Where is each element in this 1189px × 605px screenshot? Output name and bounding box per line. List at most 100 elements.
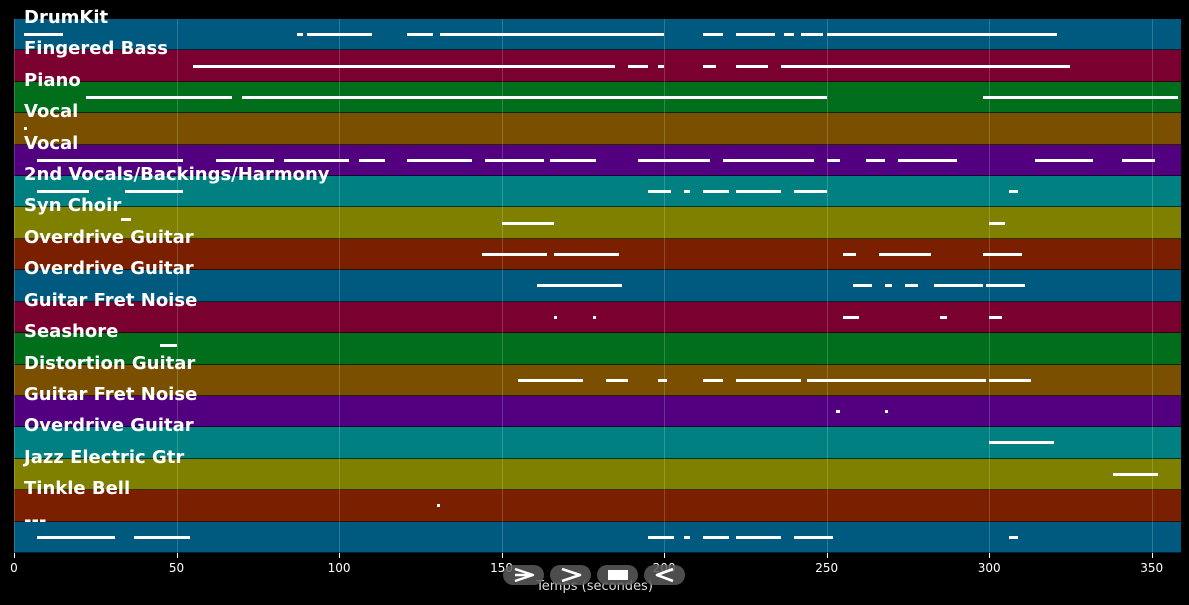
track-row xyxy=(14,81,1181,114)
note-segment xyxy=(989,221,1006,225)
note-segment xyxy=(537,284,557,288)
note-segment xyxy=(358,158,385,162)
note-segment xyxy=(550,158,596,162)
track-label: Guitar Fret Noise xyxy=(24,383,198,405)
note-segment xyxy=(794,535,834,539)
note-segment xyxy=(794,190,827,194)
note-segment xyxy=(735,378,801,382)
note-segment xyxy=(482,253,548,256)
x-tick-label: 250 xyxy=(815,561,839,575)
stop-icon xyxy=(607,570,628,580)
note-segment xyxy=(1122,158,1155,162)
note-segment xyxy=(722,158,814,162)
note-segment xyxy=(781,64,912,68)
note-segment xyxy=(36,190,89,194)
note-segment xyxy=(735,33,775,37)
note-segment xyxy=(826,33,1022,37)
rewind-button[interactable] xyxy=(644,565,685,585)
x-tick-label: 100 xyxy=(327,561,351,575)
note-segment xyxy=(1008,535,1019,539)
note-segment xyxy=(134,535,190,539)
track-row xyxy=(14,50,1181,82)
note-segment xyxy=(657,33,665,37)
x-tick-label: 300 xyxy=(977,561,1001,575)
track-label: Tinkle Bell xyxy=(24,478,131,500)
play-icon xyxy=(561,568,581,582)
note-segment xyxy=(407,158,473,162)
note-segment xyxy=(989,378,1032,382)
note-segment xyxy=(933,284,983,288)
note-segment xyxy=(911,64,1055,68)
track-label: Guitar Fret Noise xyxy=(24,289,198,311)
note-segment xyxy=(387,64,437,68)
note-segment xyxy=(904,284,918,288)
playback-controls xyxy=(503,565,685,587)
stop-button[interactable] xyxy=(597,565,638,585)
grid-line xyxy=(14,19,15,553)
note-segment xyxy=(638,158,710,162)
track-row xyxy=(14,395,1181,428)
track-label: Overdrive Guitar xyxy=(24,258,194,280)
track-label: Overdrive Guitar xyxy=(24,415,194,437)
track-row xyxy=(14,238,1181,271)
note-segment xyxy=(124,190,184,194)
play-button[interactable] xyxy=(550,565,591,585)
track-label: Vocal xyxy=(24,132,79,154)
note-segment xyxy=(982,253,1022,256)
note-segment xyxy=(703,64,717,68)
note-segment xyxy=(1037,64,1071,68)
play-from-start-button[interactable] xyxy=(503,565,544,585)
note-segment xyxy=(407,33,434,37)
note-segment xyxy=(501,95,730,99)
grid-line xyxy=(501,19,503,553)
note-segment xyxy=(647,535,674,539)
note-segment xyxy=(85,95,232,99)
grid-line xyxy=(826,19,828,553)
note-segment xyxy=(439,33,661,37)
grid-line xyxy=(1151,19,1153,553)
track-label: Seashore xyxy=(24,321,119,343)
grid-line xyxy=(339,19,341,553)
track-label: Piano xyxy=(24,69,81,91)
track-row xyxy=(14,113,1181,145)
note-segment xyxy=(36,158,184,162)
note-segment xyxy=(800,33,824,37)
note-segment xyxy=(517,378,583,382)
note-segment xyxy=(657,64,665,68)
track-row xyxy=(14,19,1181,51)
note-segment xyxy=(784,33,795,37)
note-segment xyxy=(23,127,27,131)
x-tick xyxy=(14,553,15,558)
x-tick xyxy=(826,553,828,558)
track-row xyxy=(14,144,1181,177)
note-segment xyxy=(556,284,622,288)
track-label: Overdrive Guitar xyxy=(24,226,194,248)
note-segment xyxy=(940,315,947,319)
note-segment xyxy=(592,315,596,319)
track-label: DrumKit xyxy=(24,7,109,28)
track-label: Syn Choir xyxy=(24,195,122,217)
x-tick xyxy=(339,553,341,558)
note-segment xyxy=(657,378,668,382)
note-segment xyxy=(553,253,619,256)
note-segment xyxy=(23,33,63,37)
note-segment xyxy=(729,95,827,99)
note-segment xyxy=(885,410,889,414)
track-label: Vocal xyxy=(24,101,79,123)
grid-line xyxy=(664,19,666,553)
note-segment xyxy=(865,158,886,162)
note-segment xyxy=(683,190,691,194)
note-segment xyxy=(842,315,860,319)
track-label: Distortion Guitar xyxy=(24,352,196,374)
track-row xyxy=(14,490,1181,522)
note-segment xyxy=(735,64,769,68)
note-segment xyxy=(852,284,873,288)
note-segment xyxy=(436,64,616,68)
track-row xyxy=(14,207,1181,239)
note-segment xyxy=(296,33,304,37)
note-segment xyxy=(992,33,1058,37)
track-label: --- xyxy=(24,509,47,531)
note-segment xyxy=(735,190,782,194)
note-segment xyxy=(703,535,730,539)
x-tick-label: 50 xyxy=(168,561,185,575)
